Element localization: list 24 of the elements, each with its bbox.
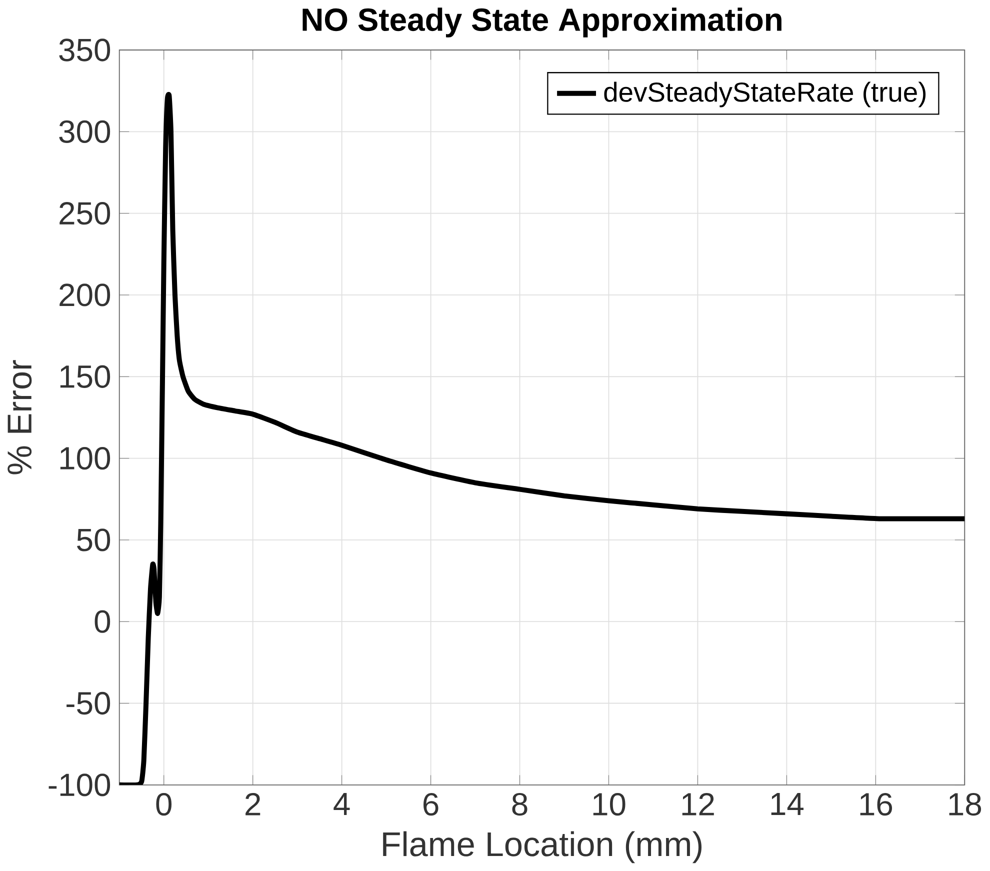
- x-tick-label: 2: [246, 793, 260, 816]
- y-tick-label: 50: [77, 528, 110, 552]
- y-axis-title: % Error: [8, 360, 32, 474]
- x-tick-label: 4: [334, 793, 350, 816]
- y-tick-label: 100: [60, 447, 110, 470]
- x-tick-label: 0: [156, 793, 172, 816]
- y-tick-label: 350: [59, 38, 110, 62]
- y-tick-label: -50: [66, 692, 110, 715]
- y-tick-label: 250: [60, 202, 110, 225]
- x-tick-label: 12: [682, 793, 714, 816]
- y-tick-label: 300: [59, 120, 110, 144]
- x-tick-label: 10: [593, 793, 626, 816]
- legend-label: devSteadyStateRate (true): [604, 82, 926, 108]
- x-tick-label: 18: [949, 793, 982, 816]
- y-tick-label: 200: [60, 284, 110, 306]
- y-tick-label: 150: [60, 365, 110, 388]
- y-tick-label: 0: [94, 610, 110, 634]
- x-tick-label: 6: [424, 793, 438, 816]
- x-axis-title: Flame Location (mm): [383, 831, 702, 864]
- y-tick-label: -100: [48, 774, 110, 796]
- x-tick-label: 14: [771, 793, 804, 816]
- x-tick-label: 16: [860, 793, 892, 816]
- x-tick-label: 8: [512, 793, 528, 816]
- chart-title: NO Steady State Approximation: [302, 8, 782, 38]
